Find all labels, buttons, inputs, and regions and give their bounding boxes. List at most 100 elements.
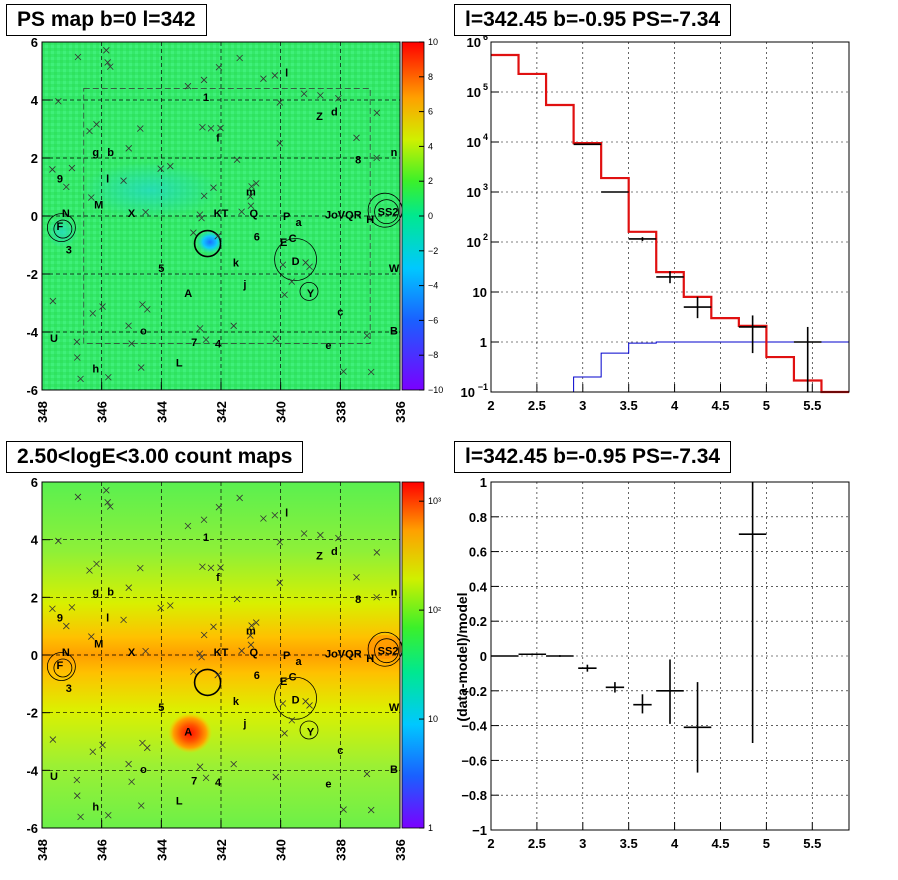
source-label: M bbox=[94, 638, 103, 650]
source-marker bbox=[373, 593, 380, 601]
residual-y-axis-label: (data-model)/model bbox=[454, 592, 470, 721]
y-tick-label: 0.4 bbox=[469, 579, 488, 594]
ps-map-grid bbox=[42, 42, 400, 390]
spectrum-grid bbox=[491, 42, 849, 392]
source-marker bbox=[210, 184, 217, 191]
source-label: F bbox=[57, 221, 64, 233]
x-tick-label: 2.5 bbox=[528, 398, 546, 413]
source-marker bbox=[184, 522, 192, 530]
source-marker bbox=[196, 211, 204, 218]
source-marker bbox=[202, 774, 210, 782]
source-label: c bbox=[337, 745, 343, 757]
source-marker bbox=[300, 90, 308, 98]
source-label: 7 bbox=[191, 337, 197, 349]
source-label: A bbox=[184, 288, 192, 300]
source-marker bbox=[99, 741, 106, 749]
source-marker bbox=[104, 499, 111, 506]
colorbar-tick-label: −10 bbox=[428, 385, 443, 395]
source-label: k bbox=[233, 257, 240, 269]
source-marker bbox=[373, 154, 380, 162]
source-marker bbox=[247, 632, 254, 639]
source-label: b bbox=[107, 587, 114, 599]
source-label: Y bbox=[307, 288, 315, 300]
y-tick-label: 1 bbox=[480, 335, 487, 350]
source-label: Z bbox=[316, 551, 323, 563]
source-marker bbox=[49, 166, 56, 173]
source-label: P bbox=[283, 211, 290, 223]
source-label: l bbox=[285, 67, 288, 79]
source-marker bbox=[373, 549, 381, 556]
source-marker bbox=[139, 739, 146, 747]
source-marker bbox=[199, 123, 206, 131]
source-circle bbox=[46, 652, 76, 681]
colorbar-tick-label: 10 bbox=[428, 37, 438, 47]
source-marker bbox=[217, 564, 224, 571]
source-marker bbox=[300, 530, 308, 537]
y-tick-label: 0 bbox=[31, 648, 38, 663]
source-label: 9 bbox=[57, 613, 63, 625]
source-marker bbox=[106, 503, 114, 510]
source-marker bbox=[200, 516, 208, 524]
count-map-source-markers bbox=[49, 487, 381, 821]
y-tick-label: 6 bbox=[31, 475, 38, 490]
source-label: 1 bbox=[203, 532, 209, 544]
spectrum-background-model-line bbox=[491, 341, 849, 393]
source-marker bbox=[137, 564, 144, 572]
x-tick-label: 5.5 bbox=[803, 836, 821, 851]
x-tick-label: 348 bbox=[35, 401, 50, 423]
colorbar-tick-label: 10² bbox=[428, 605, 441, 615]
y-tick-label: -4 bbox=[26, 325, 38, 340]
source-label: E bbox=[280, 237, 287, 249]
source-marker bbox=[104, 811, 112, 819]
source-marker bbox=[217, 124, 224, 132]
source-label: B bbox=[390, 326, 398, 338]
source-marker bbox=[367, 368, 375, 376]
spectrum-title: l=342.45 b=-0.95 PS=-7.34 bbox=[454, 4, 732, 36]
count-map-title: 2.50<logE<3.00 count maps bbox=[6, 441, 304, 473]
source-label: JoVQR bbox=[325, 649, 362, 661]
ps-map-source-markers bbox=[49, 47, 381, 383]
y-tick-label: 0.2 bbox=[469, 614, 487, 629]
source-marker bbox=[125, 145, 133, 152]
source-marker bbox=[236, 54, 243, 62]
source-marker bbox=[317, 92, 324, 99]
count-map-source-circles bbox=[46, 631, 403, 740]
source-marker bbox=[49, 736, 57, 743]
colorbar-tick-label: −6 bbox=[428, 315, 438, 325]
source-marker bbox=[74, 493, 82, 501]
source-label: 5 bbox=[158, 702, 164, 714]
source-label: X bbox=[128, 208, 136, 220]
y-tick-exponent: 6 bbox=[483, 32, 488, 42]
source-label: j bbox=[242, 718, 246, 730]
source-label: KT bbox=[214, 208, 229, 220]
source-marker bbox=[238, 208, 245, 216]
source-marker bbox=[120, 177, 127, 184]
source-marker bbox=[198, 214, 205, 222]
x-tick-label: 5 bbox=[763, 836, 770, 851]
source-marker bbox=[271, 72, 279, 79]
y-tick-label: 4 bbox=[31, 93, 39, 108]
target-circle bbox=[193, 229, 222, 258]
source-label: 6 bbox=[254, 670, 260, 682]
source-marker bbox=[248, 183, 255, 190]
source-marker bbox=[238, 647, 245, 655]
y-tick-label: -6 bbox=[26, 383, 38, 398]
x-tick-label: 336 bbox=[393, 839, 408, 861]
source-circle bbox=[53, 658, 73, 678]
source-label: 7 bbox=[191, 775, 197, 787]
colorbar-tick-label: 1 bbox=[428, 823, 433, 833]
source-marker bbox=[157, 165, 164, 172]
x-tick-label: 5 bbox=[763, 398, 770, 413]
source-label: f bbox=[216, 133, 220, 145]
x-tick-label: 5.5 bbox=[803, 398, 821, 413]
source-label: g bbox=[92, 587, 99, 599]
source-marker bbox=[106, 63, 114, 70]
y-tick-label: −0.2 bbox=[461, 684, 487, 699]
source-label: D bbox=[292, 695, 300, 707]
source-label: l bbox=[285, 507, 288, 519]
source-marker bbox=[139, 301, 146, 308]
y-tick-label: 10 bbox=[473, 285, 487, 300]
colorbar-tick-label: 10³ bbox=[428, 496, 441, 506]
